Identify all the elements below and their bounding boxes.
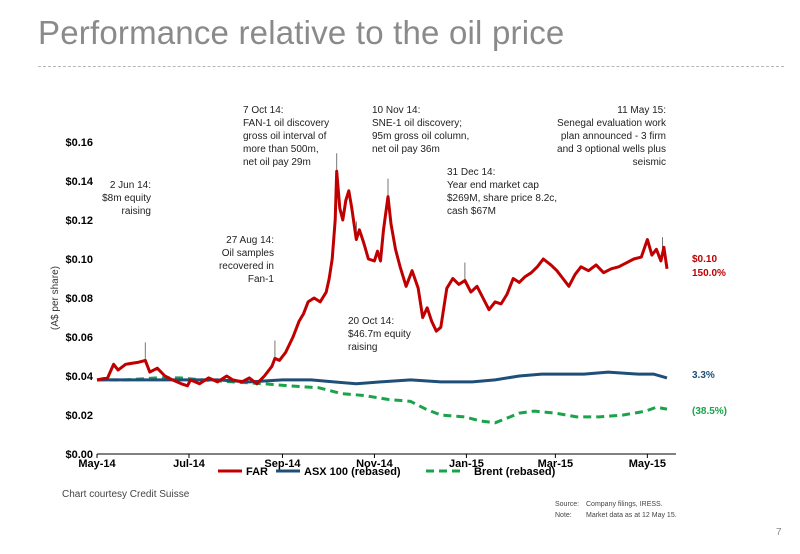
annotation-text: and 3 optional wells plus	[557, 144, 666, 155]
slide-title: Performance relative to the oil price	[38, 14, 565, 51]
annotation-text: 10 Nov 14:	[372, 105, 420, 116]
x-tick-label: May-14	[78, 458, 116, 470]
series-end-label: 150.0%	[692, 268, 726, 279]
series-line-far	[96, 169, 669, 388]
legend-label: FAR	[246, 466, 268, 478]
x-tick-label: Jul-14	[173, 458, 206, 470]
source-note: Source: Company filings, IRESS. Note: Mark…	[555, 499, 677, 521]
x-tick-label: Jan-15	[449, 458, 484, 470]
annotation-text: 11 May 15:	[617, 105, 666, 116]
y-tick-label: $0.06	[65, 332, 93, 344]
legend-label: Brent (rebased)	[474, 466, 556, 478]
chart-credit: Chart courtesy Credit Suisse	[62, 489, 190, 500]
annotation-text: Fan-1	[248, 274, 275, 285]
annotation-text: Oil samples	[222, 248, 274, 259]
y-tick-label: $0.10	[65, 254, 93, 266]
y-tick-label: $0.08	[65, 293, 93, 305]
note-text: Market data as at 12 May 15.	[586, 512, 677, 519]
title-divider	[38, 66, 784, 67]
series-end-label: 3.3%	[692, 370, 715, 381]
y-tick-label: $0.14	[65, 176, 93, 188]
annotation-text: raising	[348, 342, 377, 353]
y-tick-label: $0.12	[65, 215, 93, 227]
annotation-text: $269M, share price 8.2c,	[447, 193, 557, 204]
annotation-text: plan announced - 3 firm	[561, 131, 666, 142]
x-tick-label: Nov-14	[356, 458, 394, 470]
annotation-text: 2 Jun 14:	[110, 180, 151, 191]
annotation-text: gross oil interval of	[243, 131, 327, 142]
annotation-text: 7 Oct 14:	[243, 105, 284, 116]
annotation-text: recovered in	[219, 261, 274, 272]
y-tick-label: $0.16	[65, 137, 93, 149]
y-tick-label: $0.00	[65, 449, 93, 461]
annotation-text: Year end market cap	[447, 180, 539, 191]
source-text: Company filings, IRESS.	[586, 501, 663, 508]
annotation-text: raising	[122, 206, 151, 217]
annotation-text: 27 Aug 14:	[226, 235, 274, 246]
annotation-text: cash $67M	[447, 206, 496, 217]
y-axis-label: (A$ per share)	[50, 266, 61, 330]
x-tick-label: May-15	[629, 458, 666, 470]
page-number: 7	[776, 527, 782, 538]
annotation-text: 20 Oct 14:	[348, 316, 394, 327]
source-label: Source:	[555, 501, 580, 508]
annotation-text: net oil pay 36m	[372, 144, 440, 155]
series-end-label: $0.10	[692, 254, 717, 265]
annotation-text: seismic	[633, 157, 666, 168]
annotation-text: $8m equity	[102, 193, 151, 204]
annotation-text: $46.7m equity	[348, 329, 411, 340]
annotation-text: 95m gross oil column,	[372, 131, 469, 142]
y-tick-label: $0.04	[65, 371, 93, 383]
legend-label: ASX 100 (rebased)	[304, 466, 401, 478]
annotation-text: more than 500m,	[243, 144, 319, 155]
annotation-text: Senegal evaluation work	[557, 118, 667, 129]
annotation-text: FAN-1 oil discovery	[243, 118, 329, 129]
annotation-text: 31 Dec 14:	[447, 167, 495, 178]
note-label: Note:	[555, 512, 572, 519]
y-tick-label: $0.02	[65, 410, 93, 422]
x-tick-label: Mar-15	[538, 458, 573, 470]
x-tick-label: Sep-14	[264, 458, 301, 470]
series-end-label: (38.5%)	[692, 406, 727, 417]
annotation-text: net oil pay 29m	[243, 157, 311, 168]
annotation-text: SNE-1 oil discovery;	[372, 118, 462, 129]
